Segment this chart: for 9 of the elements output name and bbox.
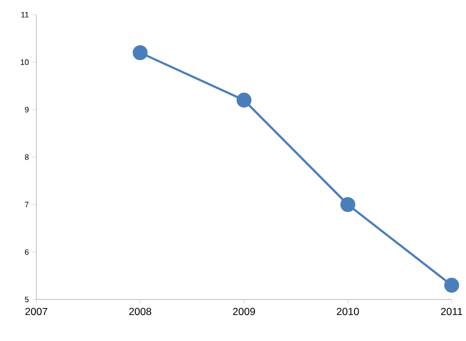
x-tick-label: 2007 xyxy=(25,308,48,316)
point xyxy=(132,45,148,60)
point xyxy=(236,92,252,108)
point xyxy=(340,197,356,212)
point xyxy=(444,278,460,293)
x-tick-label: 2010 xyxy=(336,308,359,316)
x-tick-label: 2008 xyxy=(129,308,152,316)
x-tick-label: 2009 xyxy=(233,308,255,316)
x-tick-label: 2011 xyxy=(441,308,462,316)
